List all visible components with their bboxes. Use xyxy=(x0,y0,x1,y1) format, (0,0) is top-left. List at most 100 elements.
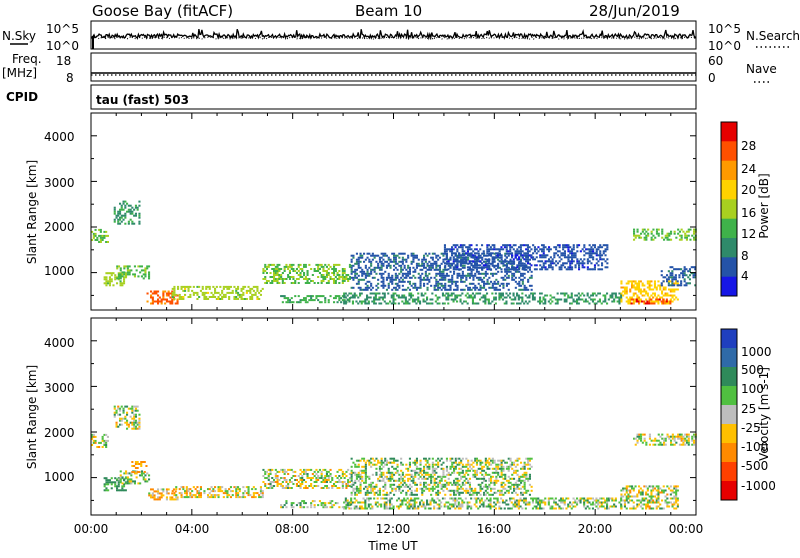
heatmap-cell xyxy=(498,299,500,301)
heatmap-cell xyxy=(431,303,433,305)
heatmap-cell xyxy=(534,297,536,299)
heatmap-cell xyxy=(525,258,527,260)
heatmap-cell xyxy=(652,229,654,231)
heatmap-cell xyxy=(398,486,400,488)
heatmap-cell xyxy=(262,475,264,477)
heatmap-cell xyxy=(587,260,589,262)
heatmap-cell xyxy=(408,502,410,504)
heatmap-cell xyxy=(391,277,393,279)
heatmap-cell xyxy=(395,261,397,263)
heatmap-cell xyxy=(402,474,404,476)
heatmap-cell xyxy=(356,273,358,275)
heatmap-cell xyxy=(505,303,507,305)
heatmap-cell xyxy=(119,414,121,416)
heatmap-cell xyxy=(458,256,460,258)
heatmap-cell xyxy=(675,297,677,299)
heatmap-cell xyxy=(131,211,133,213)
heatmap-cell xyxy=(451,283,453,285)
heatmap-cell xyxy=(552,258,554,260)
heatmap-cell xyxy=(301,477,303,479)
heatmap-cell xyxy=(501,468,503,470)
heatmap-cell xyxy=(335,280,337,282)
heatmap-cell xyxy=(463,250,465,252)
heatmap-cell xyxy=(351,271,353,273)
heatmap-cell xyxy=(633,285,635,287)
heatmap-cell xyxy=(380,498,382,500)
heatmap-cell xyxy=(317,471,319,473)
heatmap-cell xyxy=(282,485,284,487)
heatmap-cell xyxy=(640,289,642,291)
heatmap-cell xyxy=(414,283,416,285)
heatmap-cell xyxy=(490,498,492,500)
heatmap-cell xyxy=(467,287,469,289)
heatmap-cell xyxy=(410,506,412,508)
heatmap-cell xyxy=(363,472,365,474)
heatmap-cell xyxy=(168,492,170,494)
heatmap-cell xyxy=(344,272,346,274)
heatmap-cell xyxy=(457,482,459,484)
heatmap-cell xyxy=(363,488,365,490)
heatmap-cell xyxy=(471,494,473,496)
heatmap-cell xyxy=(476,470,478,472)
heatmap-cell xyxy=(437,492,439,494)
heatmap-cell xyxy=(454,498,456,500)
heatmap-cell xyxy=(472,299,474,301)
heatmap-cell xyxy=(548,264,550,266)
heatmap-cell xyxy=(502,488,504,490)
heatmap-cell xyxy=(571,295,573,297)
heatmap-cell xyxy=(107,235,109,237)
heatmap-cell xyxy=(652,297,654,299)
heatmap-cell xyxy=(428,267,430,269)
heatmap-cell xyxy=(603,250,605,252)
heatmap-cell xyxy=(487,486,489,488)
heatmap-cell xyxy=(248,494,250,496)
heatmap-cell xyxy=(458,275,460,277)
heatmap-cell xyxy=(292,276,294,278)
heatmap-cell xyxy=(423,267,425,269)
heatmap-cell xyxy=(476,271,478,273)
heatmap-cell xyxy=(324,504,326,506)
heatmap-cell xyxy=(487,279,489,281)
heatmap-cell xyxy=(111,487,113,489)
heatmap-cell xyxy=(322,276,324,278)
heatmap-cell xyxy=(154,494,156,496)
heatmap-cell xyxy=(173,498,175,500)
heatmap-cell xyxy=(386,255,388,257)
heatmap-cell xyxy=(518,264,520,266)
heatmap-cell xyxy=(633,293,635,295)
heatmap-cell xyxy=(578,262,580,264)
heatmap-cell xyxy=(221,290,223,292)
heatmap-cell xyxy=(478,283,480,285)
heatmap-cell xyxy=(509,248,511,250)
heatmap-cell xyxy=(585,301,587,303)
heatmap-cell xyxy=(138,414,140,416)
heatmap-cell xyxy=(686,231,688,233)
heatmap-cell xyxy=(421,295,423,297)
heatmap-cell xyxy=(508,480,510,482)
heatmap-cell xyxy=(211,486,213,488)
heatmap-cell xyxy=(501,460,503,462)
heatmap-cell xyxy=(366,297,368,299)
colorbar-segment xyxy=(721,277,737,297)
heatmap-cell xyxy=(411,474,413,476)
heatmap-cell xyxy=(129,273,131,275)
heatmap-cell xyxy=(432,458,434,460)
heatmap-cell xyxy=(405,297,407,299)
heatmap-cell xyxy=(159,498,161,500)
heatmap-cell xyxy=(551,301,553,303)
heatmap-cell xyxy=(414,500,416,502)
heatmap-cell xyxy=(437,508,439,510)
heatmap-cell xyxy=(144,461,146,463)
heatmap-cell xyxy=(397,285,399,287)
heatmap-cell xyxy=(342,268,344,270)
heatmap-cell xyxy=(381,458,383,460)
heatmap-cell xyxy=(237,494,239,496)
heatmap-cell xyxy=(367,281,369,283)
heatmap-cell xyxy=(573,260,575,262)
heatmap-cell xyxy=(447,502,449,504)
heatmap-cell xyxy=(221,292,223,294)
heatmap-cell xyxy=(374,267,376,269)
heatmap-cell xyxy=(654,295,656,297)
heatmap-cell xyxy=(475,303,477,305)
heatmap-cell xyxy=(441,263,443,265)
